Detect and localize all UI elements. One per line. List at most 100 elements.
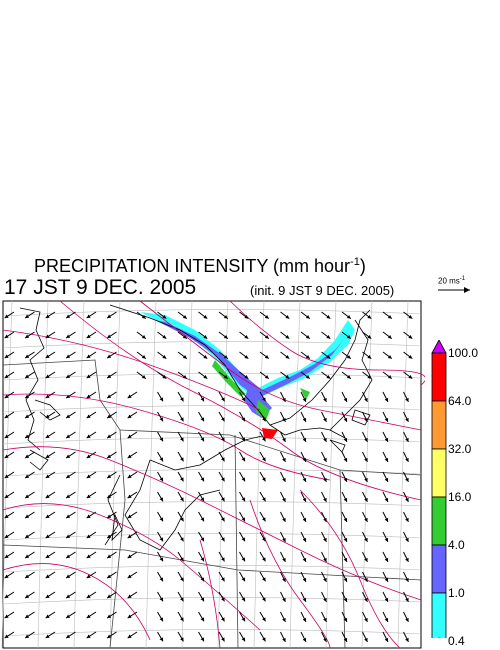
wind-arrow-head	[180, 617, 184, 622]
wind-arrow-head	[346, 374, 351, 379]
wind-arrow-head	[200, 517, 204, 522]
wind-arrow-head	[323, 417, 327, 422]
wind-arrow-head	[127, 614, 132, 619]
wind-arrow-head	[305, 374, 310, 379]
wind-arrow-head	[141, 314, 146, 319]
wind-arrow-head	[203, 354, 208, 359]
wind-arrow-head	[66, 454, 71, 459]
wind-arrow-head	[127, 534, 132, 539]
wind-arrow-head	[221, 417, 225, 422]
wind-arrow-head	[408, 374, 413, 379]
wind-arrow-head	[223, 334, 228, 339]
wind-arrow-head	[364, 517, 368, 522]
wind-arrow-head	[127, 634, 132, 639]
wind-arrow-head	[343, 497, 348, 502]
wind-arrow-head	[45, 574, 50, 579]
wind-arrow-head	[241, 517, 245, 522]
wind-arrow-head	[127, 454, 132, 459]
wind-arrow-head	[346, 354, 351, 359]
wind-arrow-head	[302, 617, 307, 622]
wind-arrow-head	[86, 334, 91, 339]
wind-arrow-head	[302, 477, 307, 482]
precip-heavy	[212, 360, 246, 396]
wind-arrow-head	[159, 437, 163, 442]
isobar-line	[2, 393, 331, 481]
wind-arrow-head	[323, 397, 327, 402]
wind-arrow-head	[262, 577, 266, 582]
wind-arrow-head	[66, 394, 71, 399]
wind-arrow-head	[367, 354, 372, 359]
chart-title: PRECIPITATION INTENSITY (mm hour-1)	[34, 256, 366, 276]
wind-arrow-head	[45, 394, 50, 399]
wind-arrow-head	[244, 334, 249, 339]
wind-arrow-head	[180, 537, 184, 542]
wind-arrow-head	[45, 414, 50, 419]
wind-arrow-head	[107, 554, 112, 559]
wind-arrow-head	[384, 557, 389, 562]
wind-arrow-head	[302, 457, 307, 462]
wind-arrow-head	[302, 497, 307, 502]
wind-arrow-head	[25, 454, 30, 459]
wind-arrow-head	[302, 397, 307, 402]
wind-arrow-head	[405, 477, 409, 482]
wind-arrow-head	[221, 397, 225, 402]
wind-arrow-head	[221, 557, 225, 562]
wind-arrow-head	[244, 374, 249, 379]
wind-arrow-head	[86, 574, 91, 579]
wind-arrow-head	[25, 314, 30, 319]
wind-arrow-head	[4, 594, 9, 599]
wind-arrow-head	[86, 494, 91, 499]
boundary-line	[119, 429, 422, 476]
wind-arrow-head	[86, 474, 91, 479]
wind-arrow-head	[323, 617, 327, 622]
precip-intense	[262, 428, 278, 439]
wind-arrow-head	[4, 374, 9, 379]
wind-arrow-head	[45, 514, 50, 519]
wind-arrow-head	[25, 374, 30, 379]
wind-arrow-head	[45, 534, 50, 539]
wind-arrow-head	[203, 334, 208, 339]
wind-arrow-head	[241, 597, 245, 602]
wind-arrow-head	[86, 354, 91, 359]
grid-line	[289, 300, 301, 649]
coastline-segment	[124, 459, 221, 551]
wind-arrow-head	[285, 354, 290, 359]
wind-arrow-head	[25, 354, 30, 359]
wind-arrow-head	[364, 557, 368, 562]
wind-arrow-head	[405, 437, 409, 442]
wind-arrow-head	[107, 454, 112, 459]
wind-arrow-head	[180, 517, 184, 522]
wind-arrow-head	[387, 334, 392, 339]
wind-arrow-head	[384, 597, 389, 602]
grid-line	[73, 300, 85, 649]
wind-arrow-head	[127, 494, 132, 499]
wind-arrow-head	[45, 374, 50, 379]
wind-arrow-head	[86, 374, 91, 379]
wind-arrow-head	[282, 397, 286, 402]
wind-arrow-head	[127, 434, 132, 439]
wind-arrow-head	[66, 374, 71, 379]
wind-arrow-head	[221, 437, 225, 442]
wind-arrow-head	[66, 354, 71, 359]
wind-arrow-head	[107, 494, 112, 499]
wind-arrow-head	[200, 477, 204, 482]
wind-arrow-head	[262, 497, 266, 502]
wind-arrow-head	[107, 574, 112, 579]
wind-arrow-head	[180, 437, 184, 442]
wind-arrow-head	[159, 597, 163, 602]
wind-arrow-head	[200, 557, 204, 562]
wind-arrow-head	[364, 477, 368, 482]
wind-arrow-head	[367, 334, 372, 339]
wind-arrow-head	[241, 577, 245, 582]
wind-arrow-head	[282, 477, 286, 482]
wind-arrow-head	[343, 517, 348, 522]
grid-line	[2, 597, 422, 605]
wind-arrow-head	[127, 474, 132, 479]
colorbar-label: 32.0	[448, 442, 472, 456]
wind-arrow-head	[343, 637, 348, 642]
isobar-line	[2, 446, 422, 601]
wind-arrow-head	[408, 334, 413, 339]
wind-arrow-head	[282, 637, 286, 642]
wind-arrow-head	[264, 314, 269, 319]
wind-arrow-head	[4, 614, 9, 619]
